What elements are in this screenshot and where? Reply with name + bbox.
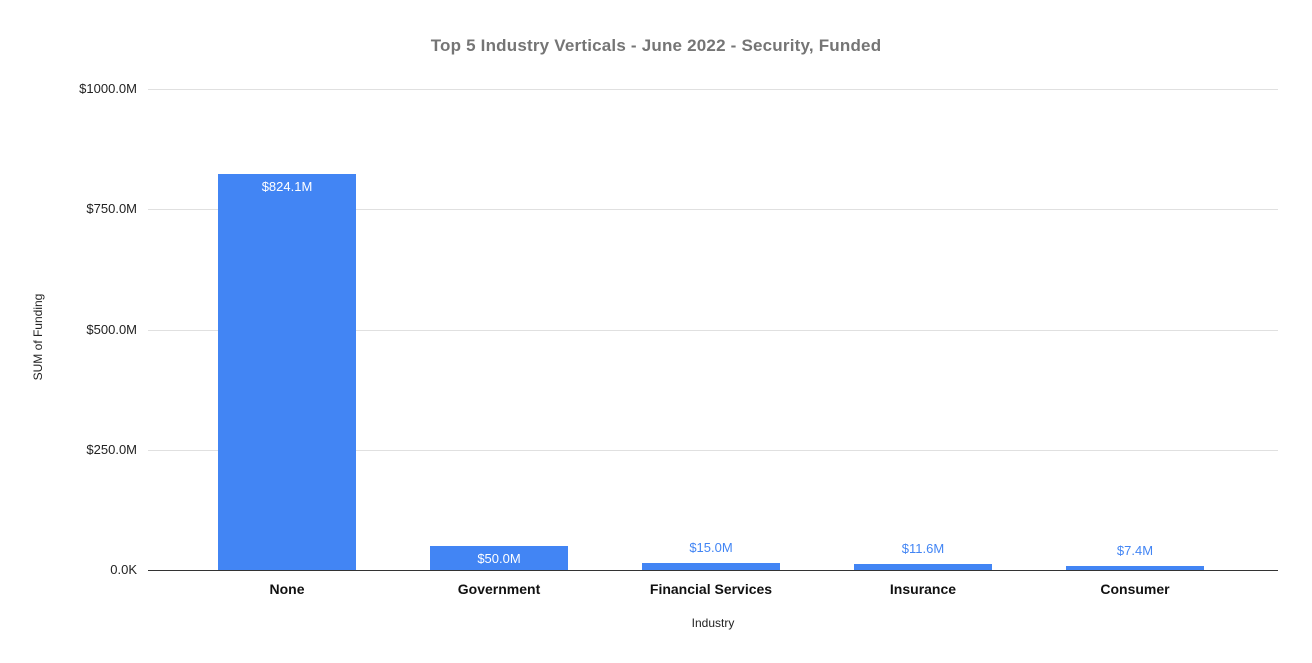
x-axis-title: Industry [691, 616, 735, 630]
y-tick-label: $1000.0M [79, 81, 137, 96]
x-axis-baseline [148, 570, 1278, 571]
bar-value-label: $824.1M [261, 179, 313, 194]
bar-value-label: $11.6M [901, 541, 945, 556]
bar-value-label: $7.4M [1116, 543, 1154, 558]
plot-area: $824.1M $50.0M $15.0M $11.6M $7.4M [148, 89, 1278, 571]
bar-value-label: $50.0M [477, 551, 521, 566]
y-tick-label: $250.0M [86, 442, 137, 457]
x-category-label: Consumer [1100, 581, 1170, 597]
x-category-label: Financial Services [649, 581, 773, 597]
y-tick-label: 0.0K [110, 562, 137, 577]
gridline [148, 89, 1278, 90]
x-category-label: None [269, 581, 305, 597]
bar-none[interactable] [218, 174, 356, 570]
chart-title: Top 5 Industry Verticals - June 2022 - S… [430, 36, 882, 55]
y-tick-label: $500.0M [86, 322, 137, 337]
y-tick-label: $750.0M [86, 201, 137, 216]
gridline [148, 330, 1278, 331]
bar-government[interactable] [430, 546, 568, 570]
x-category-label: Government [457, 581, 541, 597]
gridline [148, 209, 1278, 210]
bar-financial-services[interactable] [642, 563, 780, 570]
bar-value-label: $15.0M [689, 540, 733, 555]
x-category-label: Insurance [889, 581, 957, 597]
gridline [148, 450, 1278, 451]
bar-insurance[interactable] [854, 564, 992, 570]
bar-consumer[interactable] [1066, 566, 1204, 570]
